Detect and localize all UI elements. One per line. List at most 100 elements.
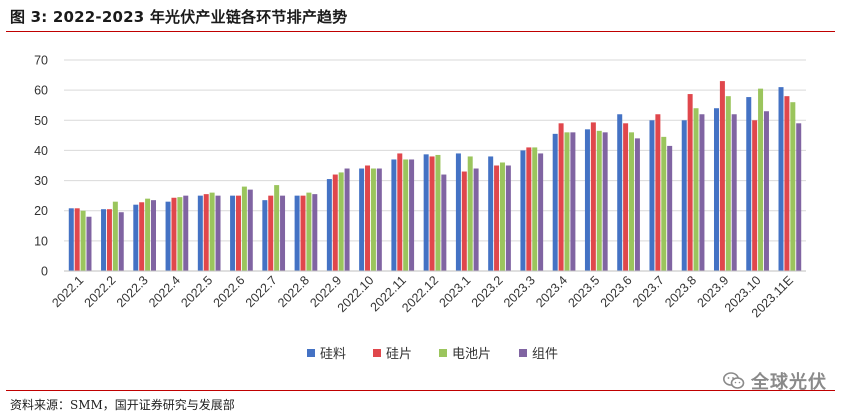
y-tick-label: 40 xyxy=(34,144,48,158)
x-tick-label: 2022.12 xyxy=(399,273,441,315)
y-tick-label: 50 xyxy=(34,114,48,128)
bar-组件-2022.12 xyxy=(441,174,447,271)
x-tick-label: 2022.6 xyxy=(211,273,248,310)
x-tick-label: 2022.10 xyxy=(335,273,377,315)
bar-组件-2022.3 xyxy=(151,200,157,271)
watermark: 全球光伏 xyxy=(723,368,827,394)
bar-电池片-2022.12 xyxy=(435,154,441,271)
bar-组件-2023.10 xyxy=(763,111,769,271)
bars xyxy=(68,81,802,272)
bar-电池片-2023.10 xyxy=(758,88,764,271)
bar-硅片-2022.6 xyxy=(235,195,241,271)
bar-硅片-2023.10 xyxy=(752,120,758,272)
bar-电池片-2023.5 xyxy=(596,130,602,271)
bar-硅片-2023.4 xyxy=(558,123,564,271)
watermark-text: 全球光伏 xyxy=(751,372,827,393)
bar-硅片-2022.10 xyxy=(365,165,371,271)
x-tick-label: 2022.4 xyxy=(146,273,183,310)
source-rule xyxy=(6,390,835,391)
legend-swatch xyxy=(373,349,381,357)
bar-组件-2022.1 xyxy=(86,216,92,271)
bar-组件-2023.5 xyxy=(602,132,608,271)
legend-swatch xyxy=(307,349,315,357)
bar-硅片-2022.11 xyxy=(397,153,403,271)
bar-硅片-2023.5 xyxy=(590,122,596,271)
bar-硅料-2022.12 xyxy=(423,154,429,271)
bar-组件-2022.8 xyxy=(312,194,318,271)
bar-组件-2022.4 xyxy=(183,195,189,271)
bar-硅片-2023.2 xyxy=(494,165,500,271)
bar-电池片-2022.1 xyxy=(80,210,86,271)
bar-硅料-2023.2 xyxy=(488,156,494,271)
bar-电池片-2022.6 xyxy=(241,186,247,271)
bar-电池片-2023.6 xyxy=(629,132,635,271)
bar-电池片-2022.10 xyxy=(370,168,376,271)
legend-swatch xyxy=(519,349,527,357)
x-tick-label: 2023.3 xyxy=(501,273,538,310)
bar-硅料-2023.1 xyxy=(455,153,461,271)
bar-硅料-2023.6 xyxy=(617,114,623,271)
wechat-icon xyxy=(723,372,745,389)
y-tick-label: 70 xyxy=(34,54,48,68)
bar-组件-2023.3 xyxy=(538,153,544,271)
bar-组件-2023.8 xyxy=(699,114,705,271)
x-tick-label: 2023.1 xyxy=(436,273,473,310)
bar-硅片-2022.12 xyxy=(429,156,435,271)
bar-硅料-2023.10 xyxy=(746,97,752,271)
bar-硅料-2022.11 xyxy=(391,159,397,271)
legend-label: 硅料 xyxy=(320,347,346,362)
bar-组件-2022.5 xyxy=(215,195,221,271)
bar-组件-2023.6 xyxy=(634,138,640,271)
bar-硅料-2023.5 xyxy=(584,129,590,271)
legend-label: 电池片 xyxy=(452,347,491,362)
bar-电池片-2022.4 xyxy=(177,197,183,271)
x-tick-label: 2022.2 xyxy=(82,273,119,310)
bar-组件-2023.1 xyxy=(473,168,479,271)
bar-组件-2023.7 xyxy=(667,145,673,271)
bar-硅料-2023.11E xyxy=(778,87,784,271)
bar-硅片-2022.5 xyxy=(203,194,209,271)
bar-硅片-2023.6 xyxy=(623,123,629,271)
bar-电池片-2023.11E xyxy=(790,102,796,271)
title-rule xyxy=(6,31,835,32)
x-tick-label: 2023.2 xyxy=(469,273,506,310)
bar-组件-2023.9 xyxy=(731,114,737,271)
y-tick-label: 20 xyxy=(34,204,48,218)
bar-组件-2022.2 xyxy=(118,212,124,271)
bar-硅片-2023.7 xyxy=(655,114,661,271)
bar-硅料-2023.4 xyxy=(552,133,558,271)
bar-电池片-2022.9 xyxy=(338,172,344,271)
y-tick-label: 30 xyxy=(34,174,48,188)
bar-硅片-2022.2 xyxy=(106,209,112,271)
bar-电池片-2023.1 xyxy=(467,156,473,271)
bar-电池片-2022.3 xyxy=(145,198,151,271)
bar-硅片-2023.11E xyxy=(784,96,790,272)
bar-硅料-2023.8 xyxy=(681,120,687,272)
bar-硅料-2023.7 xyxy=(649,120,655,272)
y-axis: 0 10 20 30 40 50 60 70 xyxy=(34,54,48,279)
y-tick-label: 10 xyxy=(34,234,48,248)
bar-硅料-2023.3 xyxy=(520,150,526,271)
y-tick-label: 60 xyxy=(34,84,48,98)
legend-swatch xyxy=(439,349,447,357)
x-tick-label: 2022.3 xyxy=(114,273,151,310)
bar-组件-2022.7 xyxy=(280,195,286,271)
bar-硅料-2022.1 xyxy=(68,208,74,271)
legend-item: 电池片 xyxy=(439,347,491,362)
legend: 硅料 硅片 电池片 组件 xyxy=(307,347,558,362)
bar-硅料-2022.8 xyxy=(294,195,300,271)
source-note: 资料来源：SMM，国开证券研究与发展部 xyxy=(10,398,235,412)
bar-硅片-2022.1 xyxy=(74,208,80,271)
bar-硅料-2022.7 xyxy=(262,200,268,271)
bar-硅料-2022.9 xyxy=(326,179,332,271)
x-axis: 2022.12022.22022.32022.42022.52022.62022… xyxy=(49,270,806,320)
bar-组件-2023.4 xyxy=(570,132,576,271)
bar-硅料-2022.10 xyxy=(359,168,365,271)
bar-电池片-2022.7 xyxy=(274,185,280,271)
bar-硅片-2023.3 xyxy=(526,147,532,271)
bar-硅料-2022.5 xyxy=(197,195,203,271)
x-tick-label: 2023.8 xyxy=(662,273,699,310)
bar-硅片-2022.8 xyxy=(300,195,306,271)
figure-title: 图 3: 2022-2023 年光伏产业链各环节排产趋势 xyxy=(10,8,348,26)
